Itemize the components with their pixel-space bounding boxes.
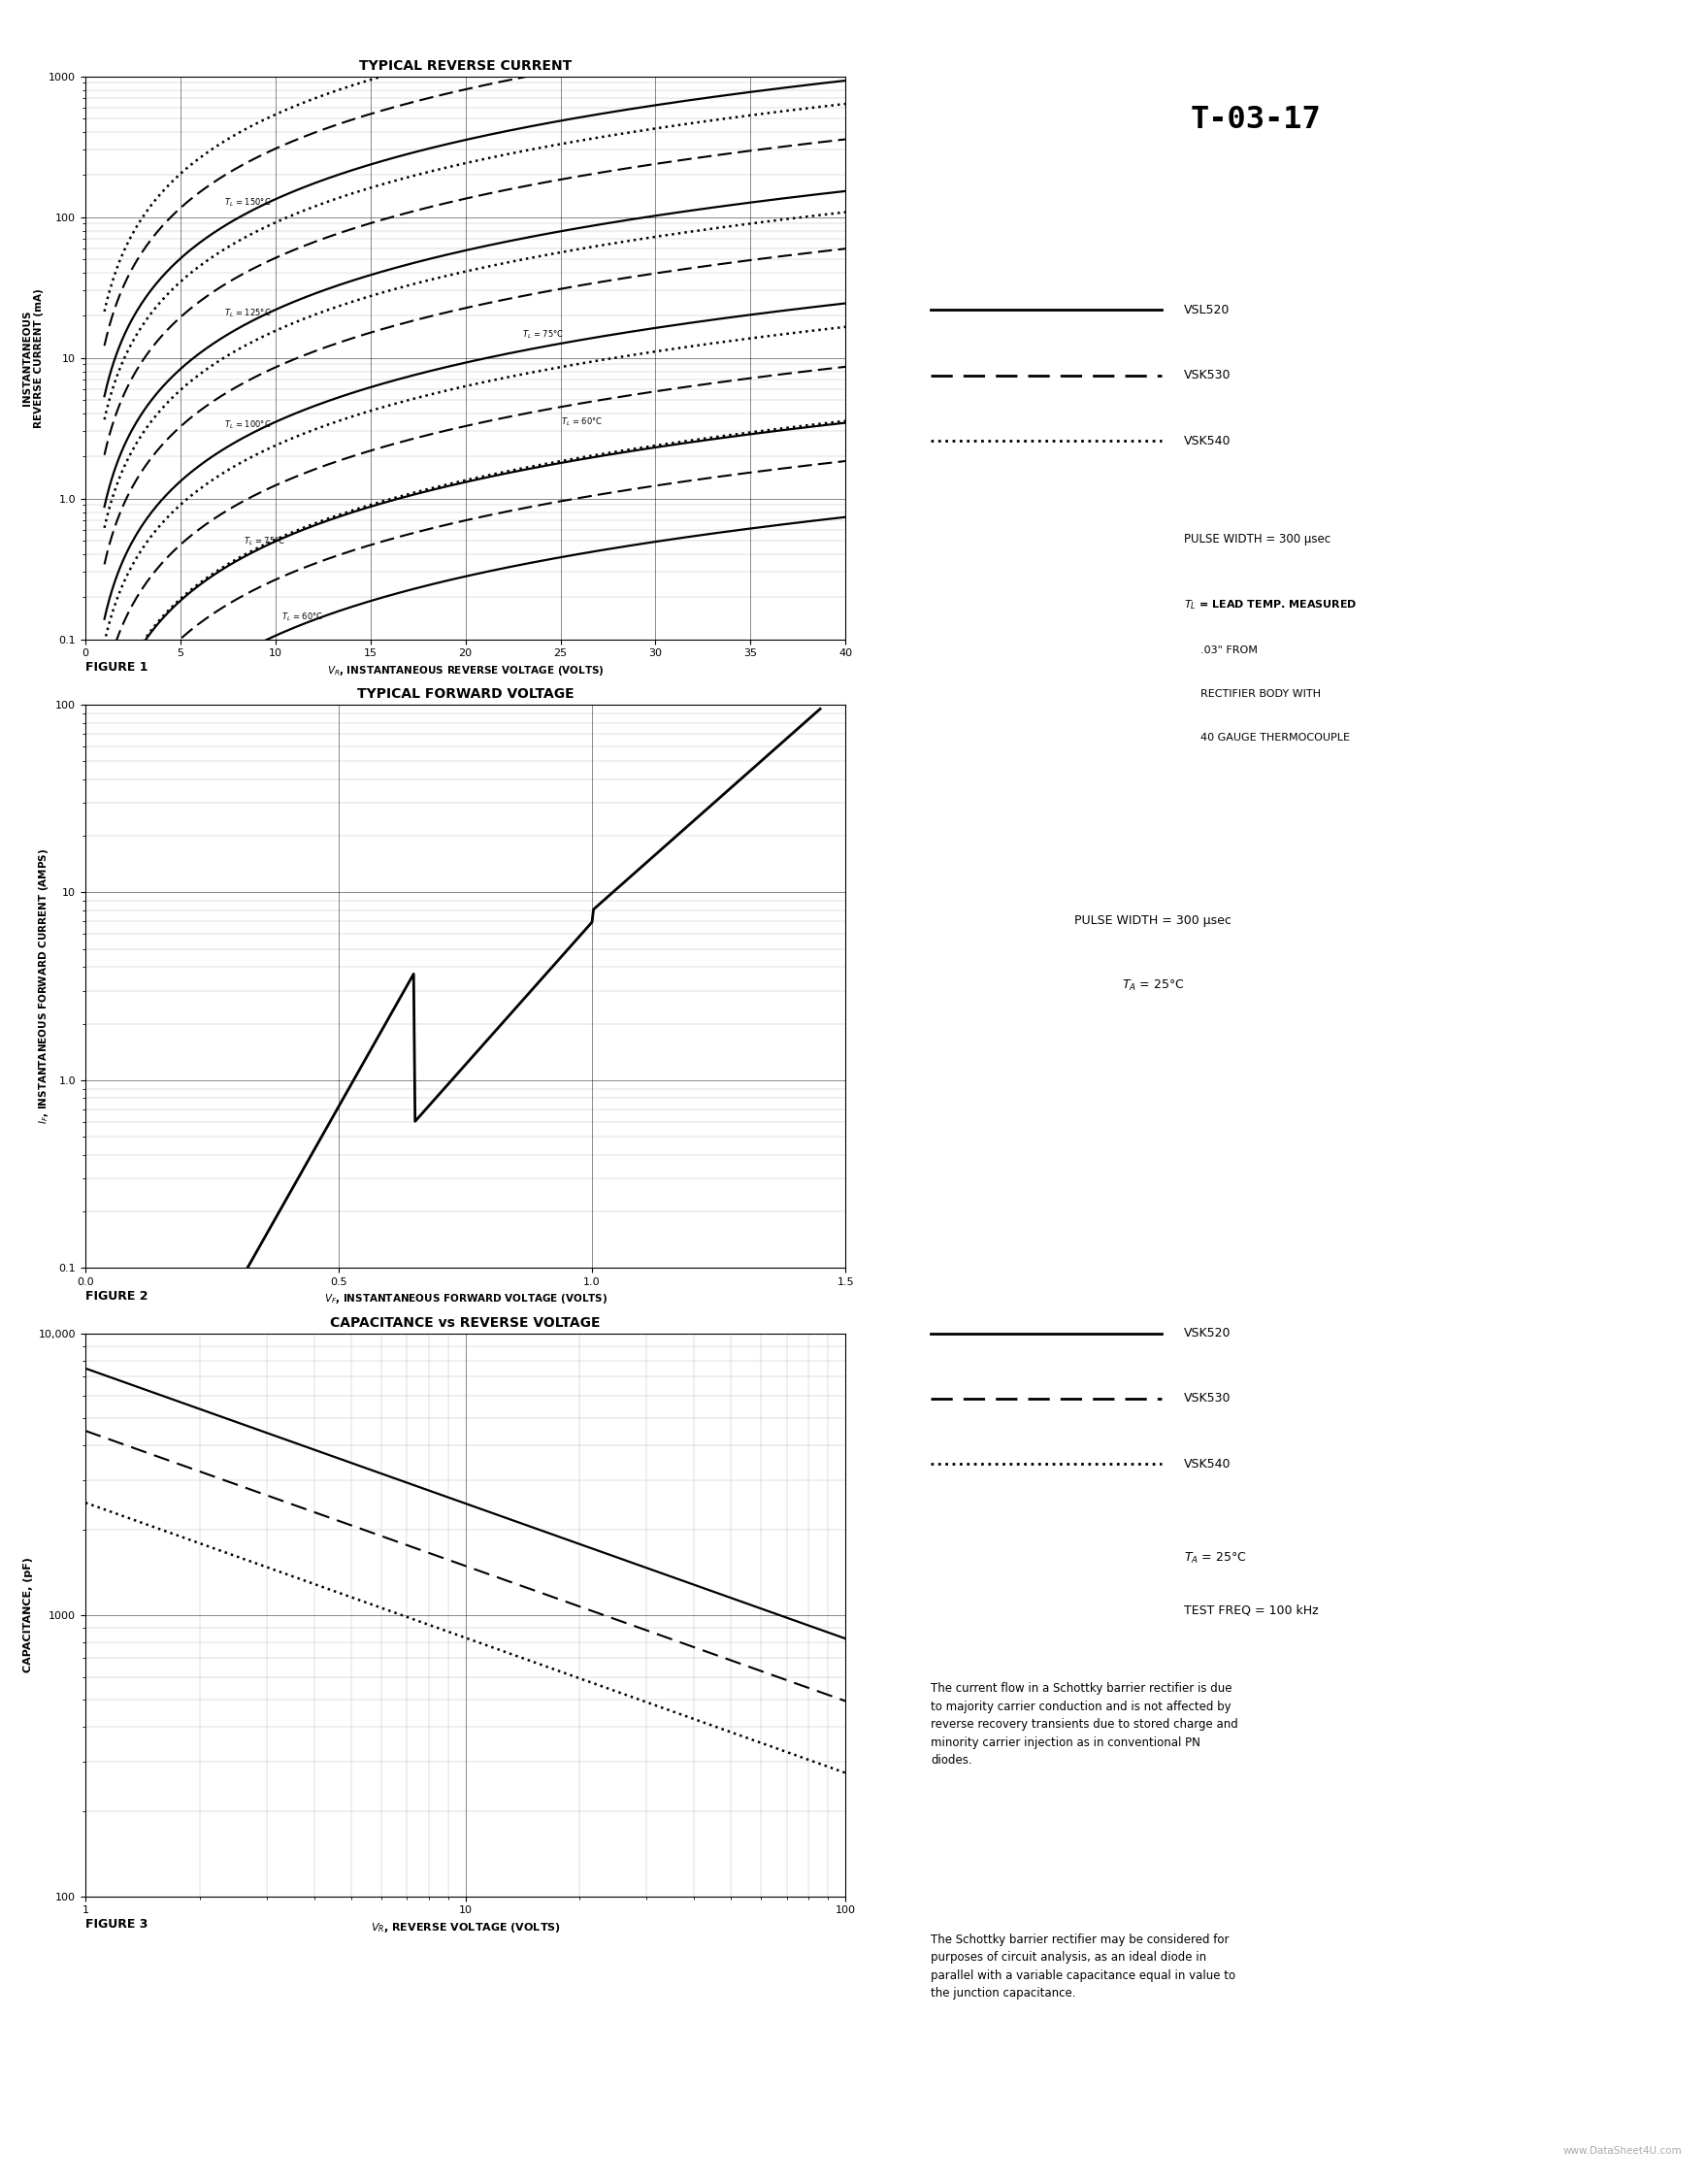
Text: VSK540: VSK540 (1184, 1458, 1231, 1471)
X-axis label: $V_R$, REVERSE VOLTAGE (VOLTS): $V_R$, REVERSE VOLTAGE (VOLTS) (371, 1920, 560, 1933)
Title: CAPACITANCE vs REVERSE VOLTAGE: CAPACITANCE vs REVERSE VOLTAGE (330, 1316, 601, 1329)
Text: $T_L$ = 125°C: $T_L$ = 125°C (224, 308, 272, 319)
X-axis label: $V_F$, INSTANTANEOUS FORWARD VOLTAGE (VOLTS): $V_F$, INSTANTANEOUS FORWARD VOLTAGE (VO… (325, 1292, 606, 1305)
Text: The current flow in a Schottky barrier rectifier is due
to majority carrier cond: The current flow in a Schottky barrier r… (931, 1682, 1238, 1767)
Text: www.DataSheet4U.com: www.DataSheet4U.com (1563, 2147, 1682, 2156)
Text: VSK530: VSK530 (1184, 1392, 1231, 1405)
Text: VSK520: VSK520 (1184, 1327, 1231, 1340)
Text: T-03-17: T-03-17 (1190, 105, 1320, 135)
Text: FIGURE 1: FIGURE 1 (85, 661, 149, 674)
Text: VSK530: VSK530 (1184, 369, 1231, 382)
Text: VSK540: VSK540 (1184, 434, 1231, 447)
Text: FIGURE 2: FIGURE 2 (85, 1290, 149, 1303)
Text: The Schottky barrier rectifier may be considered for
purposes of circuit analysi: The Schottky barrier rectifier may be co… (931, 1933, 1235, 1999)
Text: $T_L$ = 100°C: $T_L$ = 100°C (224, 419, 272, 432)
Text: PULSE WIDTH = 300 μsec: PULSE WIDTH = 300 μsec (1074, 914, 1231, 927)
Text: $T_L$ = 75°C: $T_L$ = 75°C (243, 537, 285, 548)
Text: FIGURE 3: FIGURE 3 (85, 1918, 149, 1931)
Text: $T_L$ = 60°C: $T_L$ = 60°C (560, 417, 603, 428)
Text: VSL520: VSL520 (1184, 303, 1230, 316)
Y-axis label: $I_F$, INSTANTANEOUS FORWARD CURRENT (AMPS): $I_F$, INSTANTANEOUS FORWARD CURRENT (AM… (36, 849, 50, 1124)
Text: TEST FREQ = 100 kHz: TEST FREQ = 100 kHz (1184, 1604, 1319, 1617)
Title: TYPICAL FORWARD VOLTAGE: TYPICAL FORWARD VOLTAGE (357, 687, 574, 700)
Text: $T_L$ = 75°C: $T_L$ = 75°C (523, 327, 564, 340)
Y-axis label: INSTANTANEOUS
REVERSE CURRENT (mA): INSTANTANEOUS REVERSE CURRENT (mA) (22, 288, 43, 428)
Text: $T_A$ = 25°C: $T_A$ = 25°C (1184, 1551, 1247, 1567)
Text: $T_L$ = 60°C: $T_L$ = 60°C (282, 611, 323, 624)
X-axis label: $V_R$, INSTANTANEOUS REVERSE VOLTAGE (VOLTS): $V_R$, INSTANTANEOUS REVERSE VOLTAGE (VO… (326, 663, 605, 676)
Text: PULSE WIDTH = 300 μsec: PULSE WIDTH = 300 μsec (1184, 532, 1331, 546)
Text: $T_L$ = 150°C: $T_L$ = 150°C (224, 196, 272, 207)
Text: $T_A$ = 25°C: $T_A$ = 25°C (1122, 978, 1184, 993)
Title: TYPICAL REVERSE CURRENT: TYPICAL REVERSE CURRENT (359, 59, 572, 72)
Text: $T_L$ = LEAD TEMP. MEASURED: $T_L$ = LEAD TEMP. MEASURED (1184, 598, 1356, 611)
Text: 40 GAUGE THERMOCOUPLE: 40 GAUGE THERMOCOUPLE (1201, 733, 1351, 742)
Text: .03" FROM: .03" FROM (1201, 646, 1257, 655)
Y-axis label: CAPACITANCE, (pF): CAPACITANCE, (pF) (24, 1558, 32, 1671)
Text: RECTIFIER BODY WITH: RECTIFIER BODY WITH (1201, 690, 1320, 698)
